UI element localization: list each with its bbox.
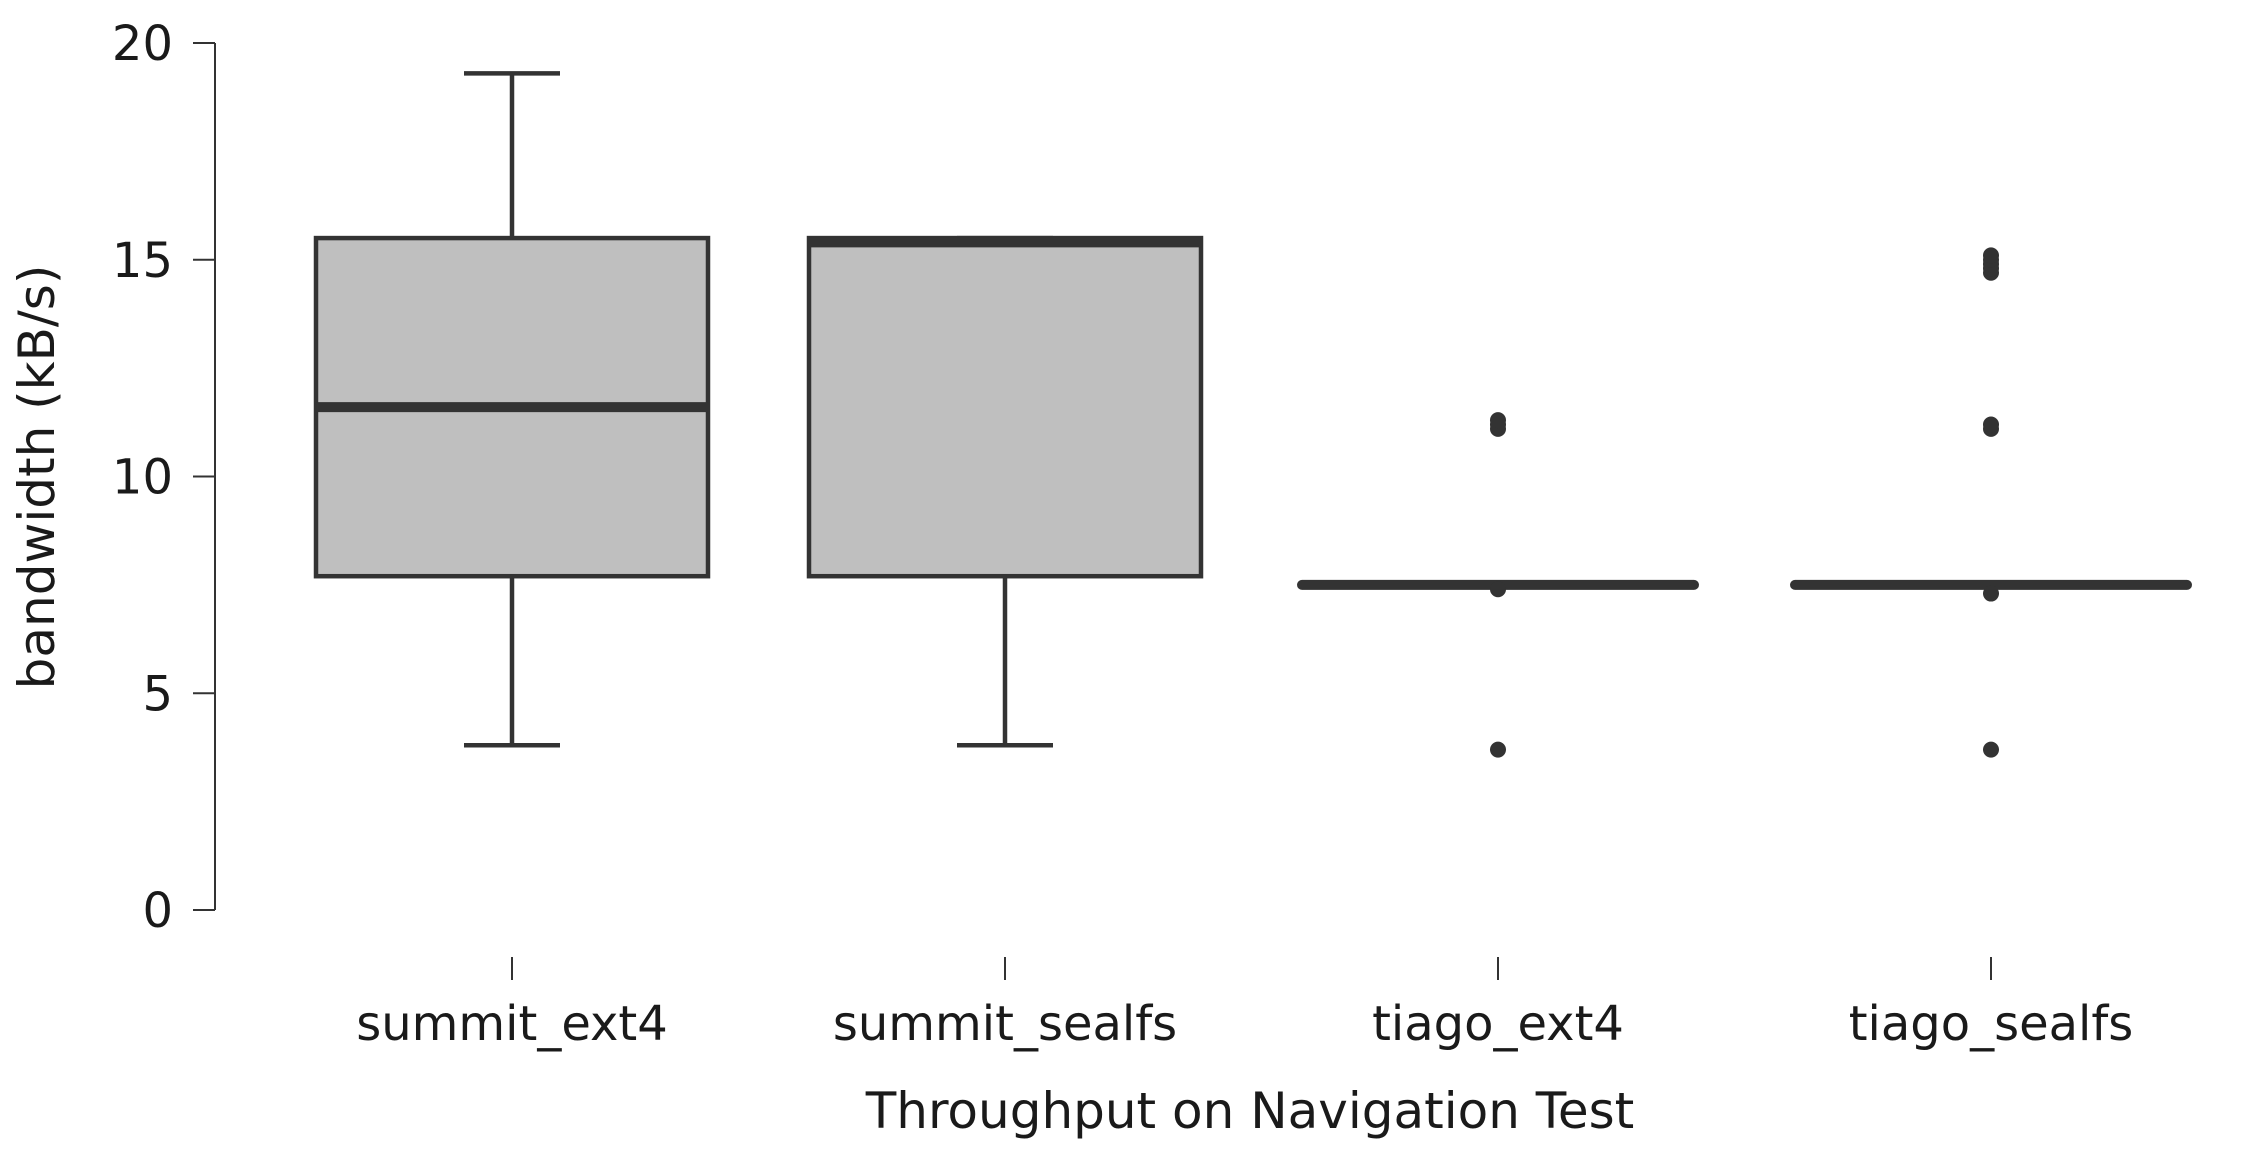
x-tick-label: tiago_sealfs bbox=[1849, 996, 2134, 1052]
box-summit_sealfs bbox=[806, 235, 1204, 748]
x-tick-label: tiago_ext4 bbox=[1372, 996, 1624, 1052]
x-tick-label: summit_sealfs bbox=[833, 996, 1177, 1052]
outlier-point bbox=[1490, 412, 1506, 429]
y-tick-label: 15 bbox=[112, 233, 173, 289]
y-tick-label: 10 bbox=[112, 450, 173, 506]
y-axis: 0 5 10 15 20 bbox=[112, 16, 216, 939]
outlier-point bbox=[1983, 585, 1999, 602]
outlier-point bbox=[1983, 416, 1999, 433]
outlier-point bbox=[1983, 741, 1999, 758]
y-tick-label: 20 bbox=[112, 16, 173, 72]
interquartile-box bbox=[806, 235, 1204, 579]
box-tiago_ext4 bbox=[1297, 412, 1699, 758]
outlier-point bbox=[1490, 741, 1506, 758]
box-summit_ext4 bbox=[313, 71, 711, 748]
x-tick-label: summit_ext4 bbox=[356, 996, 668, 1052]
x-axis-label: Throughput on Navigation Test bbox=[865, 1082, 1635, 1140]
y-tick-label: 0 bbox=[142, 883, 173, 939]
outlier-point bbox=[1983, 247, 1999, 264]
y-tick-label: 5 bbox=[142, 666, 173, 722]
y-axis-label: bandwidth (kB/s) bbox=[8, 265, 66, 690]
x-axis: summit_ext4 summit_sealfs tiago_ext4 tiago_… bbox=[356, 957, 2133, 1052]
box-tiago_sealfs bbox=[1790, 247, 2192, 758]
outlier-point bbox=[1490, 581, 1506, 598]
boxes bbox=[313, 71, 2192, 758]
